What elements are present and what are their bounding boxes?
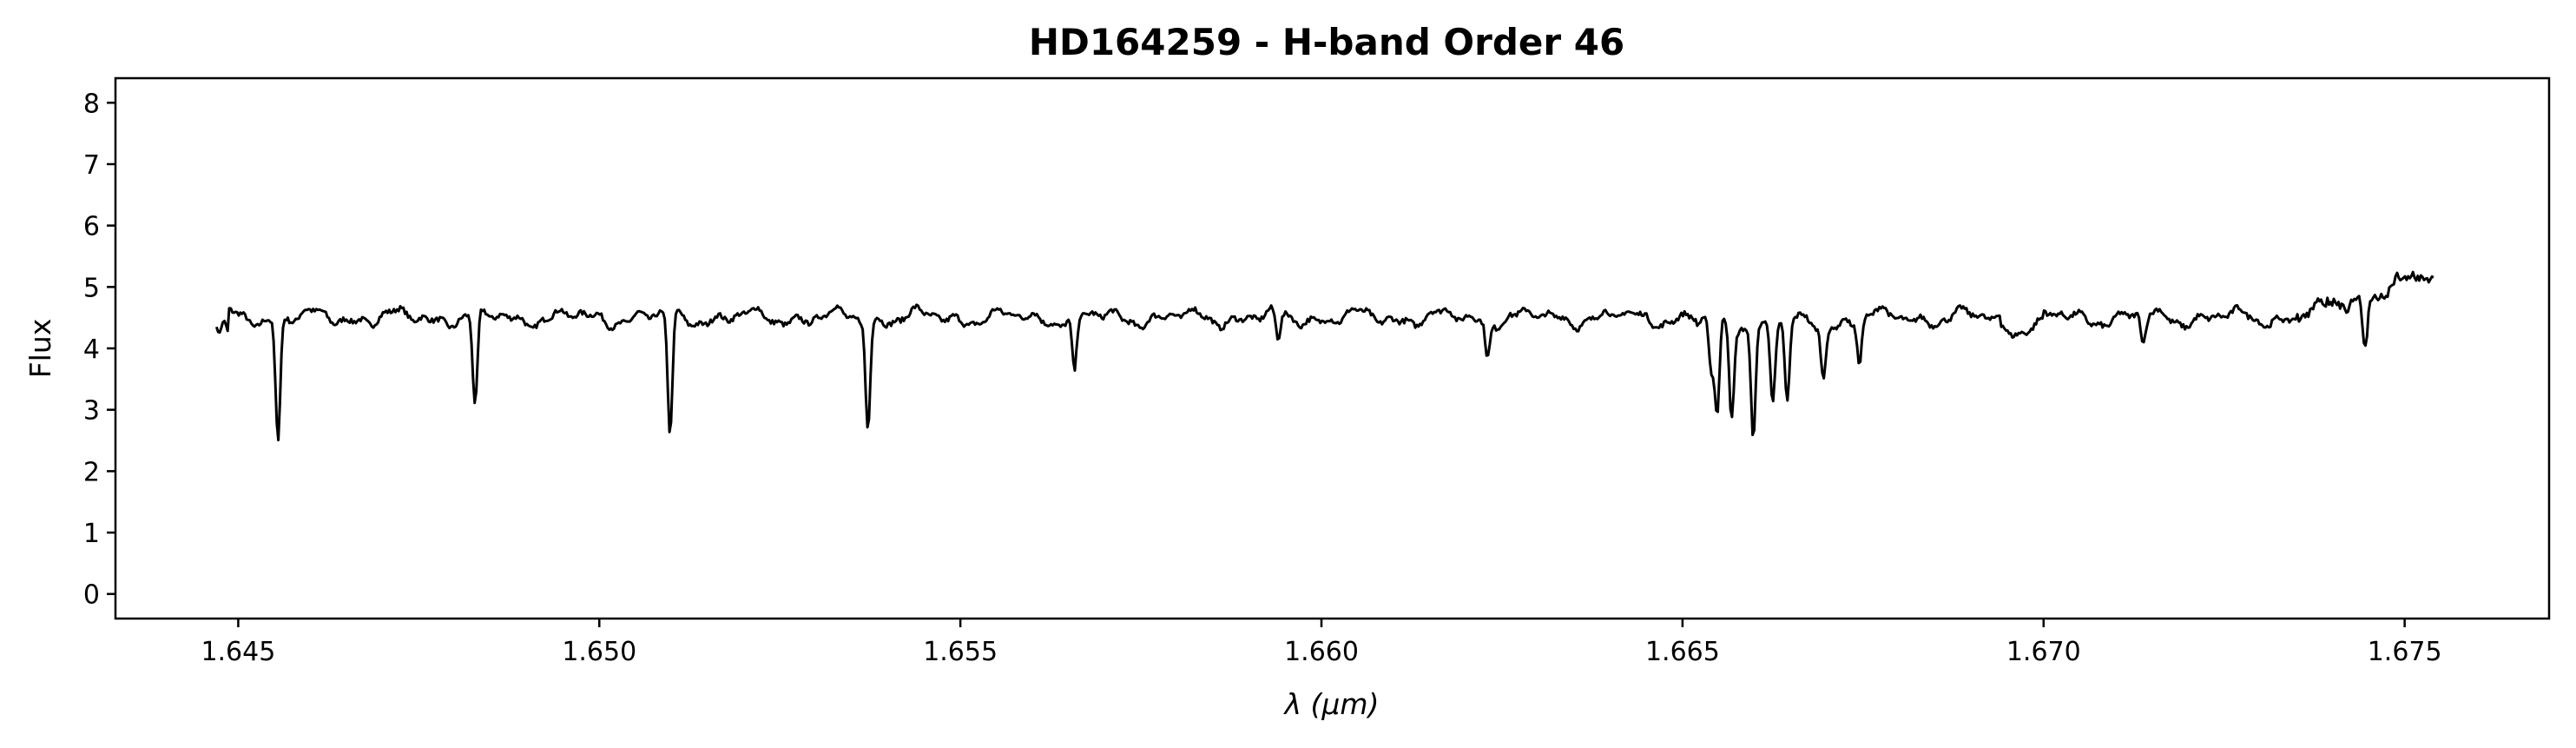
y-tick-label: 1 (83, 519, 100, 549)
x-tick-label: 1.650 (562, 637, 636, 667)
y-tick-label: 5 (83, 273, 100, 303)
y-tick-label: 6 (83, 212, 100, 242)
y-tick-label: 0 (83, 580, 100, 611)
x-tick-label: 1.655 (923, 637, 998, 667)
x-tick-label: 1.660 (1284, 637, 1359, 667)
x-tick-label: 1.675 (2368, 637, 2442, 667)
y-axis-label: Flux (23, 319, 57, 379)
spectrum-line (214, 270, 2434, 442)
x-axis-label: λ (μm) (1283, 687, 1380, 721)
x-axis: 1.645 1.650 1.655 1.660 1.665 1.670 1.675 (201, 619, 2442, 667)
y-tick-label: 8 (83, 89, 100, 119)
plot-frame (114, 76, 2551, 620)
y-tick-label: 2 (83, 457, 100, 487)
y-tick-label: 3 (83, 396, 100, 427)
x-tick-label: 1.645 (201, 637, 275, 667)
chart-title: HD164259 - H-band Order 46 (1029, 21, 1624, 63)
plot-area (114, 76, 2551, 620)
x-tick-label: 1.665 (1645, 637, 1720, 667)
x-tick-label: 1.670 (2006, 637, 2081, 667)
y-tick-label: 4 (83, 334, 100, 365)
y-axis: 0 1 2 3 4 5 6 7 8 (83, 89, 115, 611)
y-tick-label: 7 (83, 150, 100, 181)
